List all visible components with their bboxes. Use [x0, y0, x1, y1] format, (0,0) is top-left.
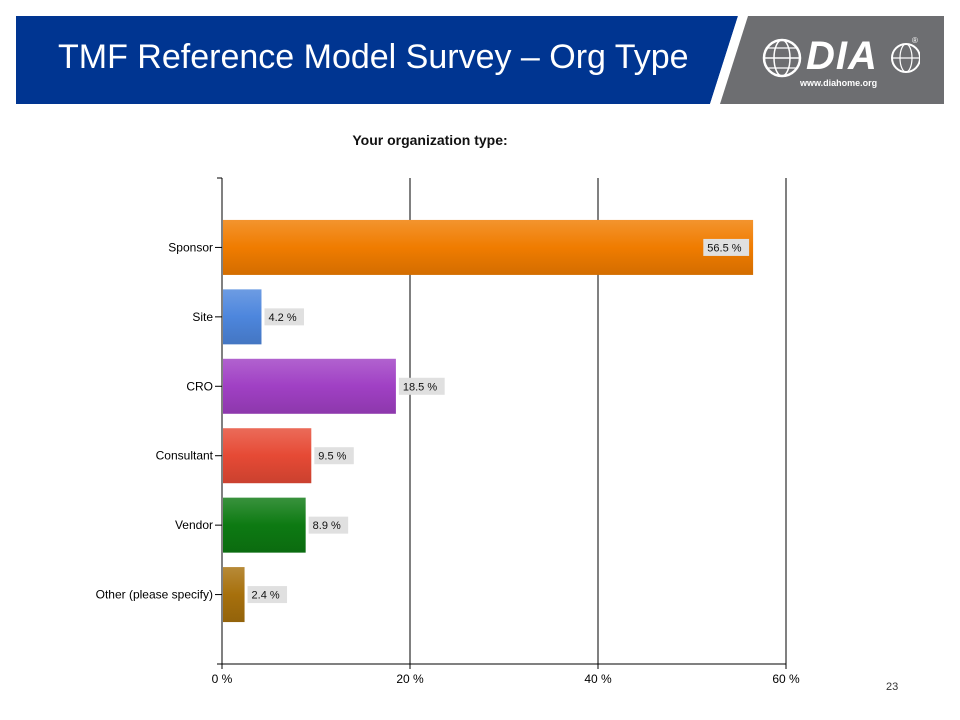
header-banner	[16, 16, 944, 104]
x-tick-label: 40 %	[584, 672, 612, 686]
category-label: Sponsor	[168, 240, 213, 254]
registered-mark: ®	[912, 36, 918, 45]
bar	[223, 428, 312, 484]
x-tick-label: 20 %	[396, 672, 424, 686]
category-label: CRO	[186, 379, 213, 393]
category-label: Vendor	[175, 518, 213, 532]
logo-wordmark: DIA	[806, 34, 878, 78]
page-number: 23	[886, 681, 899, 693]
bar	[223, 497, 306, 553]
logo-url: www.diahome.org	[800, 78, 878, 88]
bar	[223, 567, 245, 623]
data-label-background	[264, 308, 304, 326]
data-label-background	[247, 586, 288, 604]
x-tick-label: 0 %	[212, 672, 233, 686]
data-label-background	[398, 377, 445, 395]
data-label-background	[314, 447, 354, 465]
data-label-background	[703, 238, 750, 256]
category-label: Consultant	[156, 449, 214, 463]
slide-title: TMF Reference Model Survey – Org Type	[58, 38, 689, 76]
header-gray-band	[720, 16, 944, 104]
category-label: Other (please specify)	[96, 588, 213, 602]
bar	[223, 358, 396, 414]
slide-header: TMF Reference Model Survey – Org Type DI…	[0, 0, 960, 120]
data-label: 2.4 %	[252, 590, 280, 602]
x-tick-label: 60 %	[772, 672, 800, 686]
data-label: 8.9 %	[313, 520, 341, 532]
bar	[223, 289, 262, 345]
globe-icon	[762, 38, 920, 78]
data-label: 56.5 %	[707, 242, 741, 254]
data-label-background	[308, 516, 349, 534]
dia-logo: DIA ® www.diahome.org	[760, 34, 920, 94]
header-white-stripe	[710, 16, 748, 104]
data-label: 4.2 %	[268, 312, 296, 324]
chart-title: Your organization type:	[352, 132, 508, 148]
bar	[223, 219, 754, 275]
category-label: Site	[192, 310, 213, 324]
header-blue-band	[16, 16, 738, 104]
data-label: 18.5 %	[403, 381, 437, 393]
data-label: 9.5 %	[318, 451, 346, 463]
